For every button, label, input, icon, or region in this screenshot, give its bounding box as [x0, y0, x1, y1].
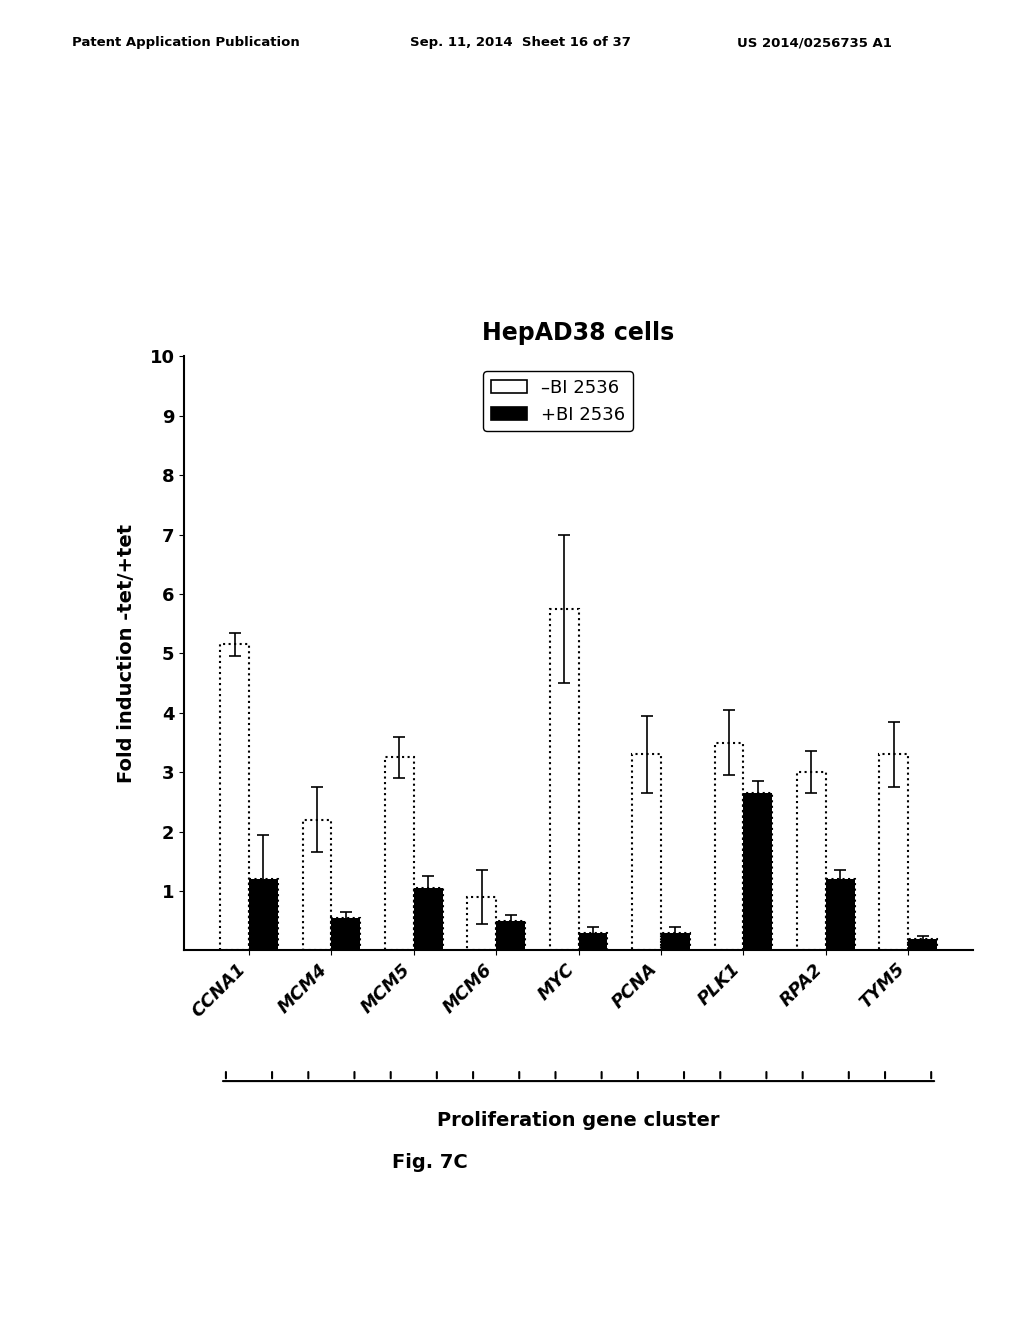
Bar: [908, 939, 937, 950]
Bar: [467, 898, 497, 950]
Title: HepAD38 cells: HepAD38 cells: [482, 321, 675, 345]
Bar: [550, 609, 579, 950]
Bar: [797, 772, 825, 950]
Y-axis label: Fold induction -tet/+tet: Fold induction -tet/+tet: [117, 524, 136, 783]
Bar: [385, 758, 414, 950]
Bar: [715, 742, 743, 950]
Bar: [825, 879, 855, 950]
Bar: [579, 932, 607, 950]
Bar: [497, 921, 525, 950]
Bar: [249, 879, 278, 950]
Bar: [632, 755, 660, 950]
Bar: [414, 888, 442, 950]
Text: US 2014/0256735 A1: US 2014/0256735 A1: [737, 36, 892, 49]
Text: Fig. 7C: Fig. 7C: [392, 1154, 468, 1172]
Text: Sep. 11, 2014  Sheet 16 of 37: Sep. 11, 2014 Sheet 16 of 37: [410, 36, 631, 49]
Bar: [880, 755, 908, 950]
Bar: [660, 932, 690, 950]
Bar: [220, 644, 249, 950]
Legend: –BI 2536, +BI 2536: –BI 2536, +BI 2536: [483, 371, 633, 430]
Bar: [302, 820, 332, 950]
Bar: [332, 917, 360, 950]
Text: Patent Application Publication: Patent Application Publication: [72, 36, 299, 49]
Text: Proliferation gene cluster: Proliferation gene cluster: [437, 1111, 720, 1130]
Bar: [743, 793, 772, 950]
